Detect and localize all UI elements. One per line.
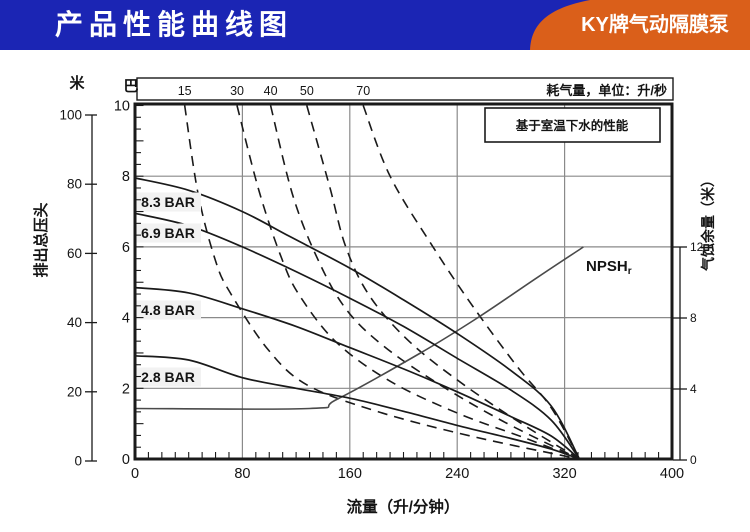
air-curve-50: [306, 105, 580, 460]
head-curve-6.9-bar: [134, 212, 581, 460]
top-axis-tick-30: 30: [230, 84, 244, 98]
header-banner: 产品性能曲线图 KY牌气动隔膜泵: [0, 0, 750, 50]
bar-tick-label: 2: [122, 381, 130, 397]
npsh-line: [134, 246, 584, 410]
npsh-tick-label: 0: [690, 453, 697, 467]
bar-tick-label: 8: [122, 169, 130, 185]
bar-axis: 0 2 4 6 8 10 巴: [114, 78, 139, 468]
meters-tick-label: 40: [67, 315, 82, 330]
curve-label: 2.8 BAR: [141, 369, 195, 385]
bar-tick-label: 6: [122, 240, 130, 256]
npsh-curve: NPSHr: [134, 246, 632, 410]
x-axis-title: 流量（升/分钟）: [347, 497, 460, 516]
right-axis-title: 气蚀余量（米）: [700, 173, 716, 272]
top-axis-tick-70: 70: [356, 84, 370, 98]
meters-tick-label: 60: [67, 246, 82, 261]
page-title: 产品性能曲线图: [55, 9, 294, 40]
curve-label-bg: [135, 367, 201, 387]
head-curve-4.8-bar: [134, 286, 580, 460]
meters-tick-label: 20: [67, 384, 82, 399]
note-text: 基于室温下水的性能: [515, 118, 629, 133]
x-tick-label: 160: [338, 466, 362, 482]
gridlines: [135, 104, 672, 459]
head-curve-8.3-bar: [134, 177, 581, 460]
meters-unit-label: 米: [69, 74, 85, 92]
top-axis-strip: 15 30 40 50 70 耗气量，单位：升/秒: [136, 77, 674, 101]
npsh-tick-label: 8: [690, 311, 697, 325]
bar-tick-label: 0: [122, 452, 130, 468]
frame-ticks: [136, 104, 660, 460]
annotation: 基于室温下水的性能: [484, 107, 661, 143]
curve-label-bg: [135, 223, 201, 243]
plot-frame: [133, 102, 674, 461]
meters-tick-label: 80: [67, 177, 82, 192]
note-box: [484, 107, 661, 143]
bar-tick-label: 10: [114, 99, 130, 115]
bar-tick-label: 4: [122, 311, 130, 327]
air-curve-30: [236, 105, 580, 460]
air-curve-15: [183, 105, 580, 460]
top-axis-tick-50: 50: [300, 84, 314, 98]
curve-label: 4.8 BAR: [141, 302, 195, 318]
top-axis-tick-15: 15: [178, 84, 192, 98]
brand-badge: KY牌气动隔膜泵: [581, 14, 729, 36]
npsh-tick-label: 4: [690, 382, 697, 396]
npsh-tick-label: 12: [690, 240, 704, 254]
curve-labels: 8.3 BAR 6.9 BAR 4.8 BAR 2.8 BAR: [135, 192, 201, 387]
head-curve-2.8-bar: [134, 354, 580, 460]
air-curve-40: [269, 105, 580, 460]
top-axis-tick-40: 40: [264, 84, 278, 98]
meters-tick-label: 100: [59, 108, 82, 123]
meters-tick-label: 0: [74, 454, 82, 469]
x-tick-label: 400: [660, 466, 684, 482]
bar-unit-label: 巴: [123, 78, 138, 95]
curve-label-bg: [135, 300, 201, 320]
left-axis-title: 排出总压头: [32, 202, 50, 277]
head-curves: [134, 177, 581, 460]
curve-label: 8.3 BAR: [141, 194, 195, 210]
x-tick-label: 320: [552, 466, 576, 482]
curve-label-bg: [135, 192, 201, 212]
curve-label: 6.9 BAR: [141, 225, 195, 241]
npsh-label: NPSHr: [586, 258, 632, 277]
x-axis: 0 80 160 240 320 400 流量（升/分钟）: [131, 466, 684, 516]
banner-background: [0, 0, 750, 50]
air-curve-70: [362, 105, 581, 460]
x-tick-label: 240: [445, 466, 469, 482]
top-axis-title: 耗气量，单位：升/秒: [546, 83, 667, 98]
badge-shape: [530, 0, 750, 50]
x-tick-label: 80: [234, 466, 250, 482]
x-tick-label: 0: [131, 466, 139, 482]
